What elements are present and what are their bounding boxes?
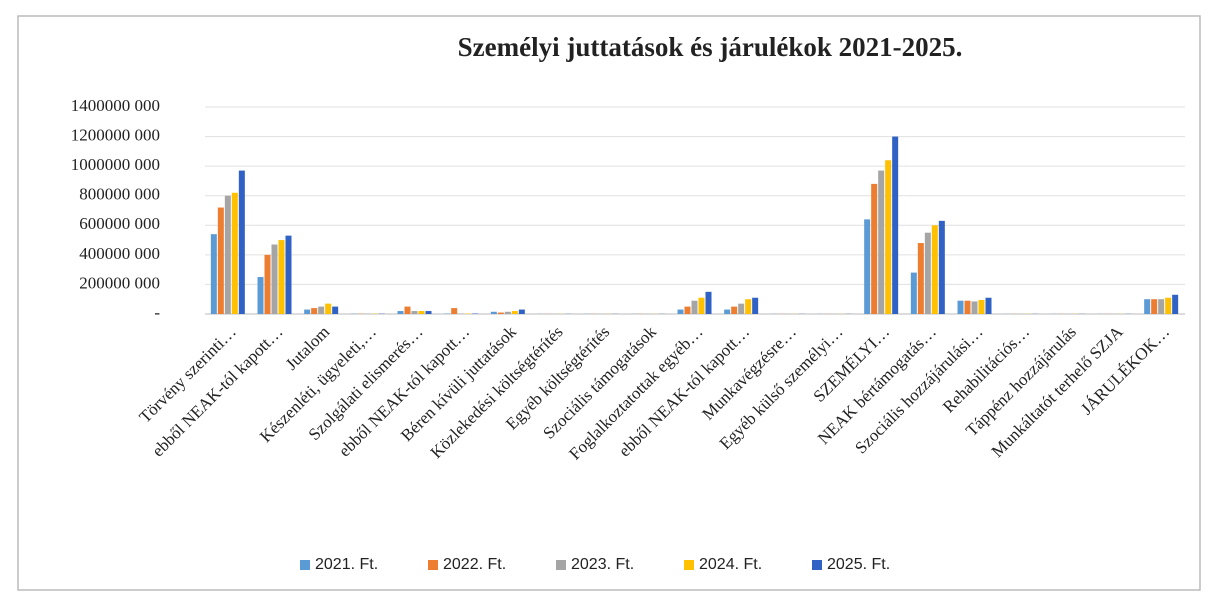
bar [217,207,224,314]
y-tick-label: - [154,303,160,322]
bar [425,311,432,314]
bar [964,300,971,314]
bar [418,311,425,314]
y-tick-label: 1200000 000 [71,125,160,144]
bar [1144,299,1151,314]
bar [864,219,871,314]
bar [518,309,525,314]
legend-swatch [300,560,310,570]
legend-label: 2021. Ft. [315,556,378,573]
bar [724,309,731,314]
bar [1172,294,1179,314]
bar [278,240,285,314]
bar [691,300,698,314]
bar [257,277,264,314]
y-tick-label: 400000 000 [79,244,160,263]
bar [924,232,931,314]
legend-label: 2023. Ft. [571,556,634,573]
chart-title: Személyi juttatások és járulékok 2021-20… [458,32,963,62]
y-tick-label: 200000 000 [79,273,160,292]
bar [304,309,311,314]
legend-swatch [812,560,822,570]
bar [1158,299,1165,314]
bar [332,306,339,314]
bar [878,170,885,314]
bar [1151,299,1158,314]
bar [917,243,924,314]
y-tick-label: 800000 000 [79,185,160,204]
bar [938,220,945,314]
bar [318,306,325,314]
legend-swatch [684,560,694,570]
bar [397,311,404,314]
bar [684,306,691,314]
bar [698,297,705,314]
bar [731,306,738,314]
legend-swatch [428,560,438,570]
bar [210,234,217,314]
bar [285,235,292,314]
bar [404,306,411,314]
legend-swatch [556,560,566,570]
bar [311,308,318,314]
bar [910,272,917,314]
bar [871,183,878,314]
bar [325,303,332,314]
bar [238,170,245,314]
bar [677,309,684,314]
bar [931,225,938,314]
y-tick-label: 1400000 000 [71,96,160,115]
bar [957,300,964,314]
bar [745,299,752,314]
bar [511,311,518,314]
bar [978,299,985,314]
y-tick-label: 1000000 000 [71,155,160,174]
legend-label: 2024. Ft. [699,556,762,573]
bar [271,244,278,314]
bar [892,136,899,314]
bar [752,297,759,314]
chart-frame [17,15,1201,591]
bar [497,312,504,314]
bar [705,291,712,314]
bar [264,254,271,314]
bar [231,192,238,314]
y-tick-label: 600000 000 [79,214,160,233]
bar [885,160,892,314]
bar [504,311,511,314]
bar [411,311,418,314]
legend-label: 2022. Ft. [443,556,506,573]
bar [490,311,497,314]
bar [971,301,978,314]
bar [224,195,231,314]
bar [1165,297,1172,314]
bar [985,297,992,314]
bar [738,303,745,314]
bar [451,308,458,314]
legend-label: 2025. Ft. [827,556,890,573]
